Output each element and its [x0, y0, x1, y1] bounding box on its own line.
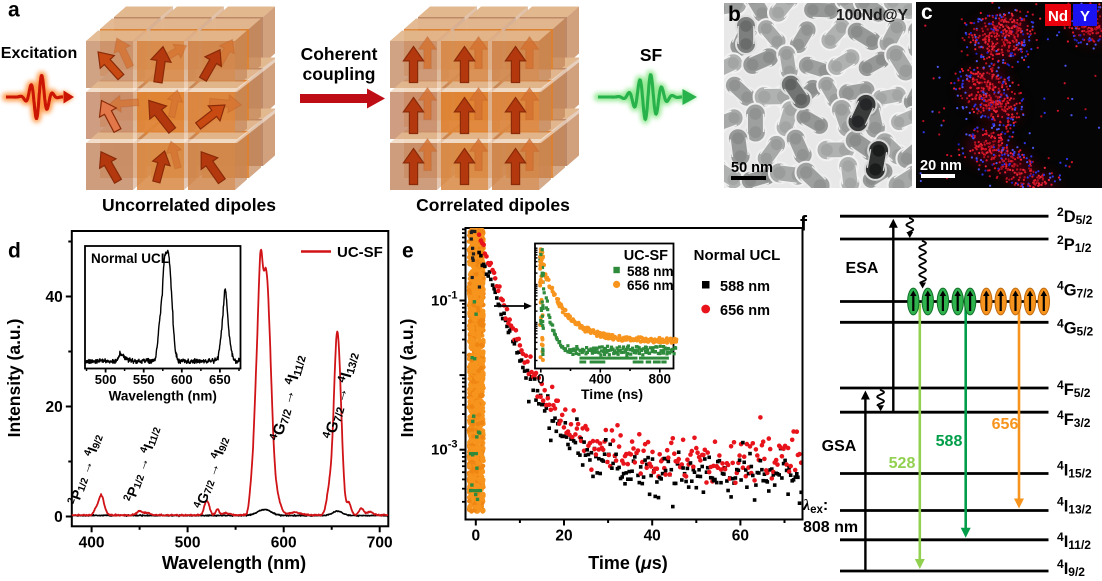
- svg-text:Intensity (a.u.): Intensity (a.u.): [4, 319, 24, 438]
- svg-text:60: 60: [732, 528, 749, 545]
- svg-text:e: e: [402, 240, 414, 263]
- svg-text:4G7/2 → 4I9/2: 4G7/2 → 4I9/2: [192, 434, 233, 511]
- svg-text:20 nm: 20 nm: [920, 158, 962, 174]
- svg-text:Normal UCL: Normal UCL: [694, 247, 781, 264]
- svg-text:GSA: GSA: [822, 438, 857, 455]
- svg-text:0: 0: [54, 509, 63, 526]
- svg-text:50 nm: 50 nm: [731, 160, 773, 176]
- svg-text:808 nm: 808 nm: [803, 519, 858, 536]
- svg-text:coupling: coupling: [303, 64, 376, 84]
- svg-text:Wavelength (nm): Wavelength (nm): [109, 389, 217, 404]
- svg-text:ESA: ESA: [846, 260, 879, 277]
- svg-text:Uncorrelated dipoles: Uncorrelated dipoles: [102, 195, 276, 215]
- svg-text:Time (μs): Time (μs): [588, 553, 668, 573]
- svg-text:2D5/2: 2D5/2: [1057, 205, 1093, 227]
- svg-text:4G7/2 → 4I11/2: 4G7/2 → 4I11/2: [267, 353, 308, 444]
- svg-text:400: 400: [589, 372, 612, 387]
- svg-text:a: a: [8, 0, 20, 22]
- svg-text:2P1/2 → 4I9/2: 2P1/2 → 4I9/2: [66, 431, 106, 507]
- svg-text:600: 600: [271, 534, 297, 551]
- svg-text:588: 588: [936, 433, 963, 450]
- svg-text:800: 800: [649, 372, 672, 387]
- svg-text:100Nd@Y: 100Nd@Y: [836, 7, 909, 24]
- svg-text:2P1/2 → 4I11/2: 2P1/2 → 4I11/2: [122, 424, 164, 505]
- svg-text:Y: Y: [1080, 8, 1090, 25]
- svg-text:Nd: Nd: [1048, 8, 1068, 25]
- svg-text:4I13/2: 4I13/2: [1057, 495, 1092, 517]
- svg-text:600: 600: [171, 372, 193, 387]
- svg-text:4G7/2: 4G7/2: [1057, 279, 1094, 301]
- svg-text:588 nm: 588 nm: [720, 279, 770, 295]
- svg-text:20: 20: [555, 528, 572, 545]
- svg-text:c: c: [921, 1, 933, 24]
- svg-text:20: 20: [46, 399, 63, 416]
- svg-text:656: 656: [992, 416, 1019, 433]
- svg-text:400: 400: [79, 534, 105, 551]
- svg-text:656 nm: 656 nm: [627, 278, 674, 293]
- svg-text:λex:: λex:: [802, 497, 828, 516]
- svg-text:588 nm: 588 nm: [627, 264, 674, 279]
- svg-text:650: 650: [209, 372, 231, 387]
- svg-text:656 nm: 656 nm: [720, 303, 770, 319]
- svg-text:Wavelength (nm): Wavelength (nm): [162, 553, 306, 573]
- svg-text:SF: SF: [640, 45, 663, 65]
- svg-text:UC-SF: UC-SF: [337, 244, 383, 261]
- svg-text:700: 700: [367, 534, 393, 551]
- svg-text:0: 0: [537, 372, 545, 387]
- svg-text:4I9/2: 4I9/2: [1057, 557, 1085, 579]
- svg-text:Time (ns): Time (ns): [581, 386, 643, 402]
- svg-text:f: f: [800, 213, 808, 236]
- svg-text:4I15/2: 4I15/2: [1057, 459, 1092, 481]
- svg-text:Intensity (a.u.): Intensity (a.u.): [397, 319, 417, 438]
- svg-text:500: 500: [95, 372, 117, 387]
- svg-text:550: 550: [133, 372, 155, 387]
- svg-text:Excitation: Excitation: [1, 45, 77, 62]
- svg-text:Normal UCL: Normal UCL: [91, 251, 169, 266]
- svg-text:40: 40: [46, 289, 63, 306]
- svg-text:4F5/2: 4F5/2: [1057, 378, 1091, 400]
- svg-text:4G7/2 → 4I13/2: 4G7/2 → 4I13/2: [320, 350, 362, 441]
- svg-text:Coherent: Coherent: [301, 44, 378, 64]
- svg-text:Correlated dipoles: Correlated dipoles: [416, 195, 570, 215]
- svg-text:40: 40: [644, 528, 661, 545]
- svg-text:4F3/2: 4F3/2: [1057, 408, 1091, 430]
- svg-text:UC-SF: UC-SF: [624, 248, 668, 264]
- svg-text:0: 0: [471, 528, 480, 545]
- svg-text:b: b: [728, 3, 741, 26]
- svg-text:500: 500: [175, 534, 201, 551]
- svg-text:528: 528: [889, 455, 916, 472]
- svg-text:4G5/2: 4G5/2: [1057, 316, 1094, 338]
- svg-text:d: d: [8, 240, 21, 263]
- svg-text:4I11/2: 4I11/2: [1057, 530, 1091, 552]
- svg-text:2P1/2: 2P1/2: [1057, 233, 1092, 255]
